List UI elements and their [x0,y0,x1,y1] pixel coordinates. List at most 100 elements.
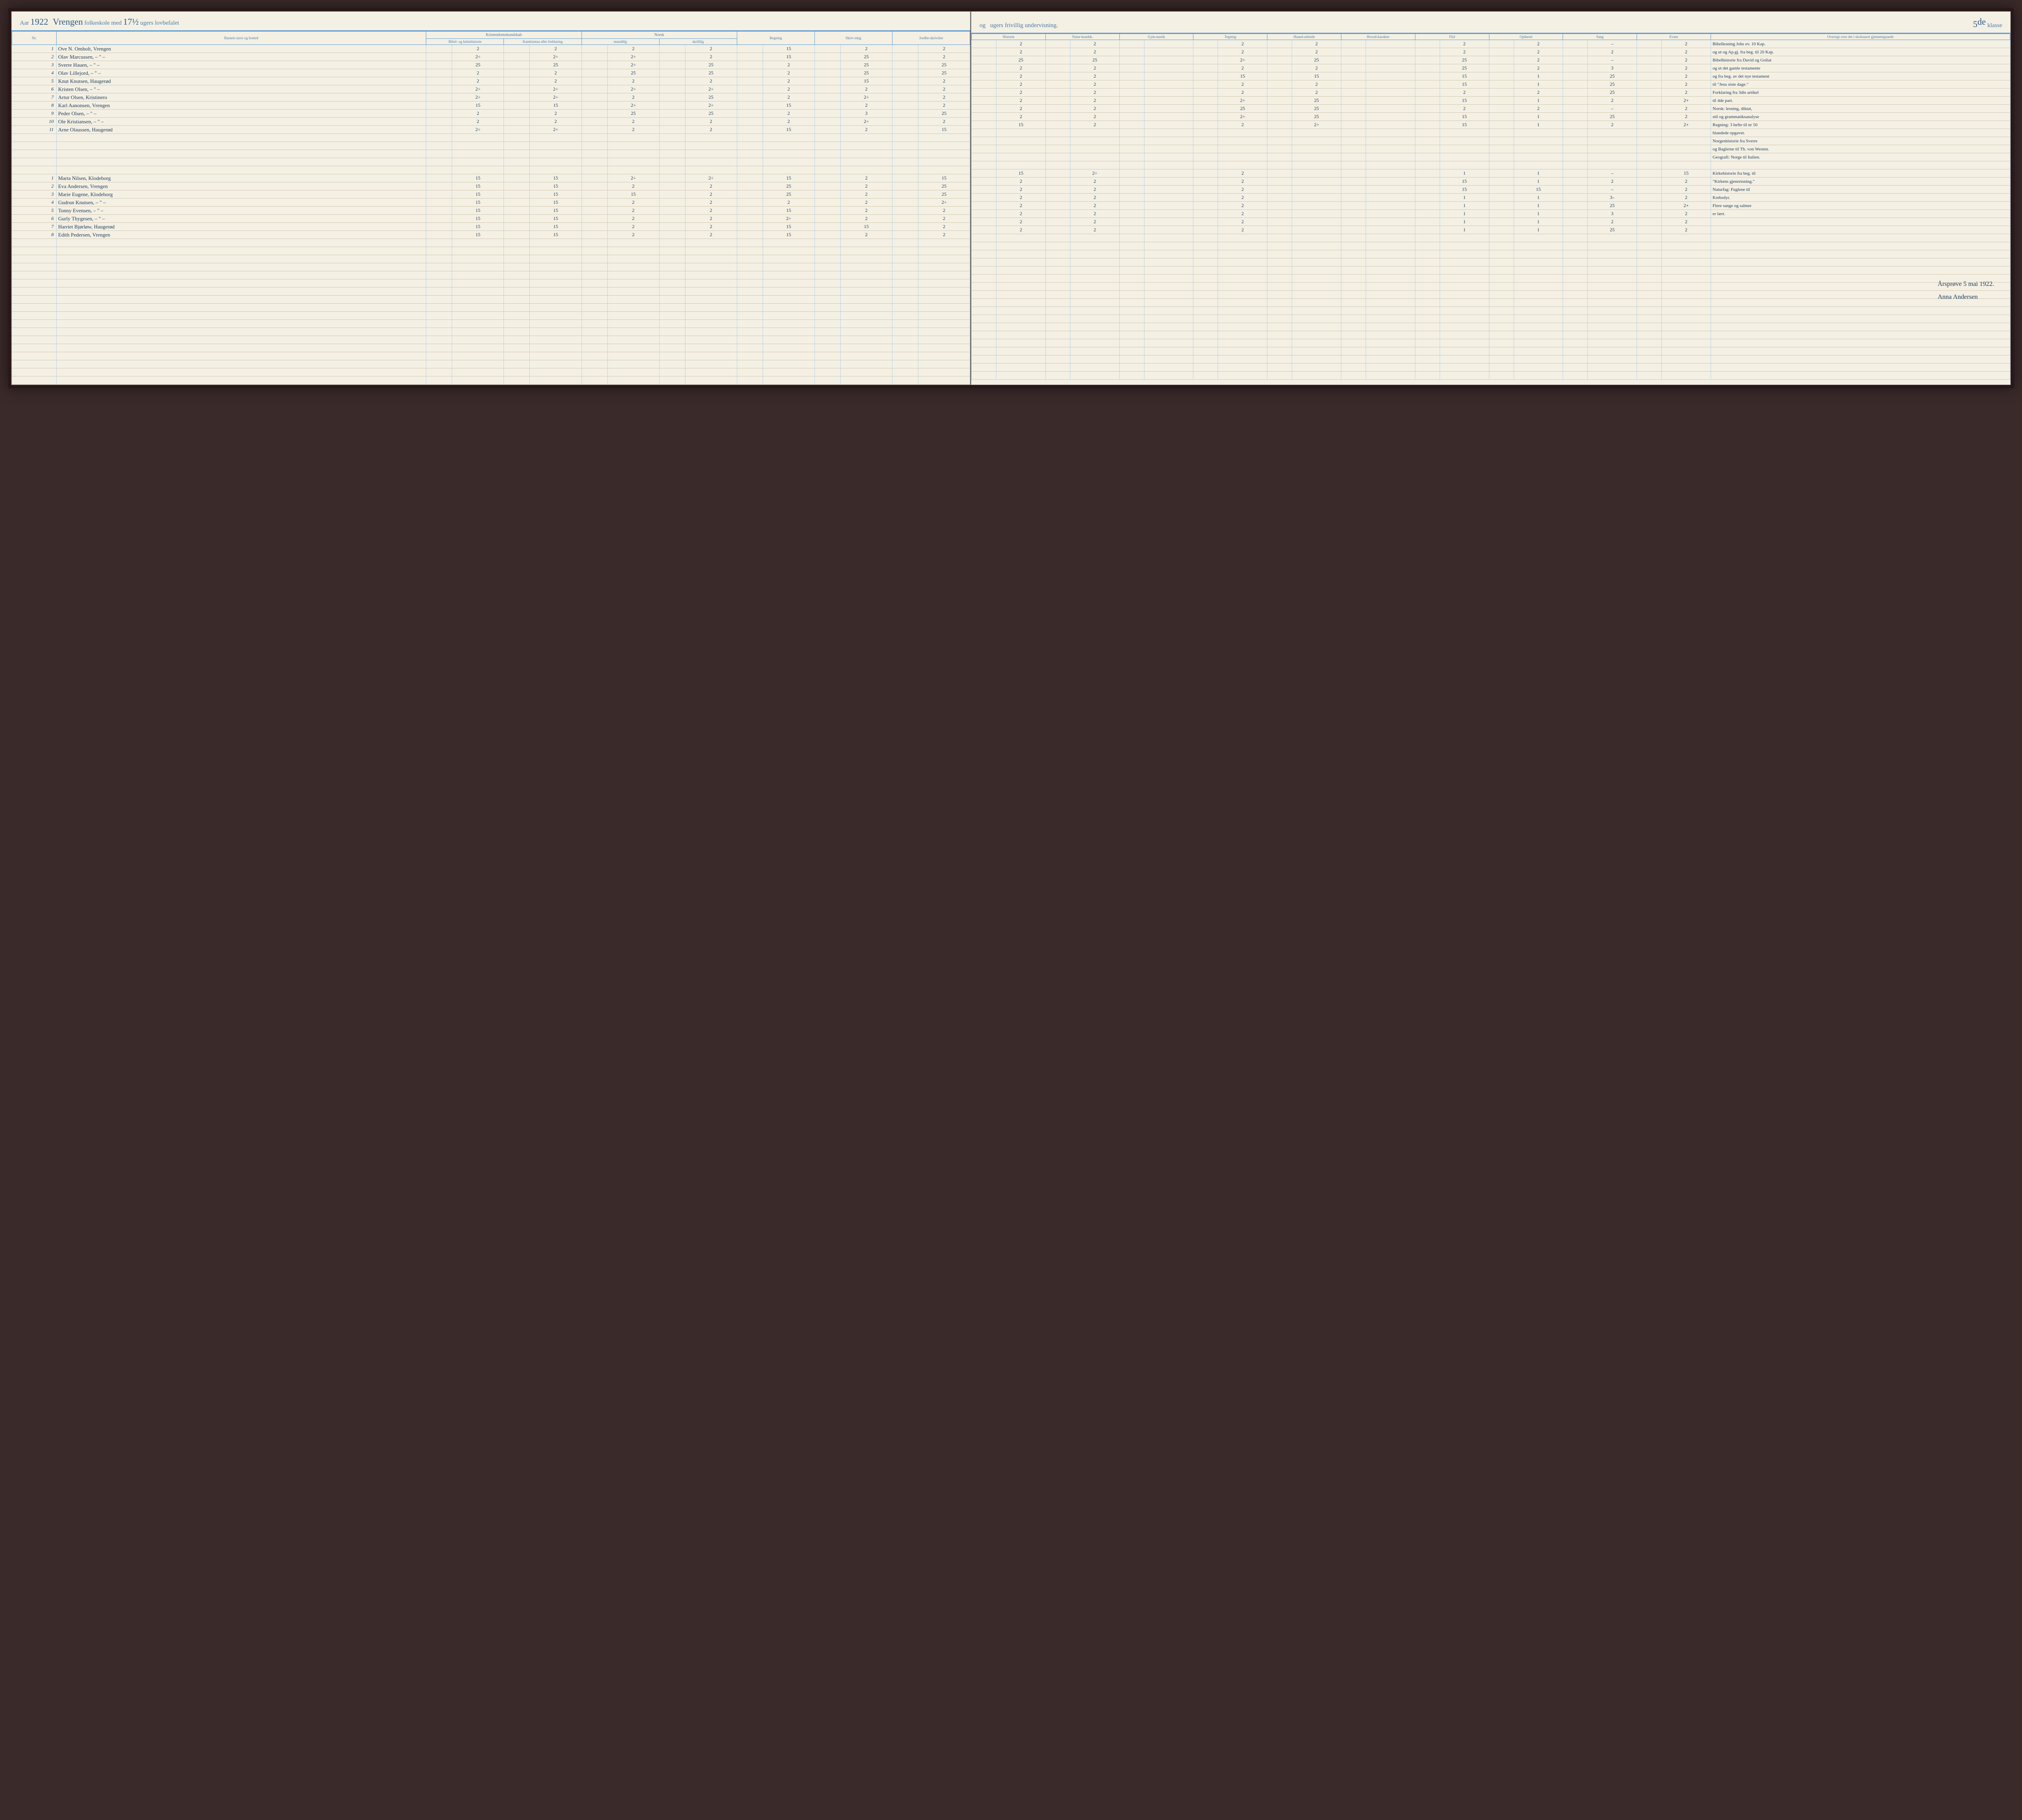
cell-grade [607,271,659,279]
cell-grade [1218,339,1267,347]
cell-spacer [1193,40,1218,48]
cell-spacer [1267,331,1292,339]
cell-grade [1218,331,1267,339]
cell-grade: 15 [530,174,582,182]
cell-nr: 5 [12,77,57,85]
cell-spacer [1489,347,1514,355]
cell-spacer [972,161,996,169]
cell-spacer [582,45,607,53]
cell-spacer [504,150,530,158]
cell-spacer [737,93,763,101]
table-row [972,307,2010,315]
table-row [972,339,2010,347]
cell-grade [685,150,737,158]
cell-grade [1514,145,1563,153]
cell-spacer [1045,56,1070,64]
cell-spacer [1563,56,1588,64]
cell-spacer [737,239,763,247]
cell-grade: 1 [1514,80,1563,89]
cell-grade: 2 [1588,178,1637,186]
cell-spacer [1563,323,1588,331]
cell-grade: 2 [763,85,814,93]
cell-spacer [1341,266,1366,275]
cell-spacer [1489,194,1514,202]
cell-grade [996,258,1046,266]
cell-spacer [814,247,840,255]
cell-name: Olav Lillejord, – " – [56,69,426,77]
cell-grade [1070,291,1119,299]
cell-spacer [1045,64,1070,72]
cell-grade [996,323,1046,331]
grade-table-left: Nr. Barnets navn og bosted Kristendomsku… [12,31,970,385]
cell-spacer [582,328,607,336]
cell-grade [1070,315,1119,323]
cell-grade: 15 [452,174,504,182]
cell-grade: 2÷ [840,93,892,101]
cell-grade [840,312,892,320]
cell-grade [1366,194,1415,202]
cell-spacer [504,199,530,207]
cell-spacer [1267,299,1292,307]
cell-grade [1440,129,1489,137]
cell-spacer [504,142,530,150]
cell-grade: 25 [918,69,970,77]
cell-grade [1144,323,1193,331]
cell-spacer [426,134,452,142]
cell-note: Forklaring fra 3die artikel [1711,89,2010,97]
cell-grade [1070,299,1119,307]
cell-grade [840,255,892,263]
cell-spacer [659,207,685,215]
cell-spacer [737,223,763,231]
cell-spacer [1415,186,1440,194]
cell-spacer [972,275,996,283]
cell-spacer [892,223,918,231]
cell-spacer [1045,226,1070,234]
cell-spacer [659,69,685,77]
cell-spacer [814,223,840,231]
table-row: 11Arne Olaussen, Haugerød2÷2÷2215215 [12,126,970,134]
cell-grade [918,320,970,328]
cell-grade [685,166,737,174]
cell-grade [763,287,814,296]
cell-grade [1070,266,1119,275]
cell-spacer [1415,291,1440,299]
cell-spacer [1637,234,1662,242]
cell-grade: 25 [1292,97,1341,105]
cell-spacer [1563,137,1588,145]
cell-nr [12,255,57,263]
cell-spacer [582,271,607,279]
cell-grade [530,239,582,247]
cell-spacer [1119,72,1144,80]
cell-grade [1440,145,1489,153]
cell-grade: 15 [763,223,814,231]
cell-spacer [972,250,996,258]
cell-grade: 15 [918,126,970,134]
cell-grade [1366,40,1415,48]
cell-spacer [659,312,685,320]
cell-grade [1514,250,1563,258]
cell-spacer [659,320,685,328]
cell-grade: 2÷ [607,53,659,61]
cell-grade [1514,299,1563,307]
cell-spacer [1637,161,1662,169]
cell-spacer [892,69,918,77]
cell-spacer [426,287,452,296]
cell-grade [530,287,582,296]
cell-spacer [1415,331,1440,339]
table-row: 2221515–2Naturfag: Fuglene til [972,186,2010,194]
col-norsk: Norsk [582,32,737,39]
cell-grade: 1 [1514,113,1563,121]
cell-grade [452,352,504,360]
cell-spacer [972,186,996,194]
table-row: 25252÷25252–2Bibelhistorie fra David og … [972,56,2010,64]
cell-grade: 2+ [1662,121,1711,129]
cell-spacer [737,215,763,223]
cell-grade: 2 [452,69,504,77]
cell-spacer [892,85,918,93]
cell-spacer [1489,202,1514,210]
cell-grade [1070,372,1119,380]
cell-note: Geografi: Norge til Italien. [1711,153,2010,161]
cell-grade [1662,258,1711,266]
cell-grade [1218,258,1267,266]
cell-grade [1218,161,1267,169]
